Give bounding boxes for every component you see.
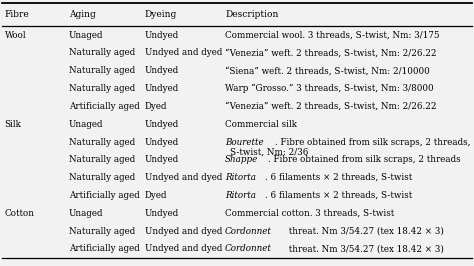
Text: . Fibre obtained from silk scraps, 2 threads,: . Fibre obtained from silk scraps, 2 thr…	[275, 138, 471, 147]
Text: Cordonnet: Cordonnet	[225, 227, 272, 236]
Text: Undyed: Undyed	[145, 66, 179, 75]
Text: Unaged: Unaged	[69, 31, 103, 40]
Text: Ritorta: Ritorta	[225, 191, 256, 200]
Text: Dyed: Dyed	[145, 102, 167, 111]
Text: “Venezia” weft. 2 threads, S-twist, Nm: 2/26.22: “Venezia” weft. 2 threads, S-twist, Nm: …	[225, 102, 437, 111]
Text: Undyed: Undyed	[145, 120, 179, 129]
Text: Naturally aged: Naturally aged	[69, 66, 135, 75]
Text: Silk: Silk	[5, 120, 22, 129]
Text: Naturally aged: Naturally aged	[69, 155, 135, 164]
Text: Shappe: Shappe	[225, 155, 258, 164]
Text: threat. Nm 3/54.27 (tex 18.42 × 3): threat. Nm 3/54.27 (tex 18.42 × 3)	[286, 244, 444, 253]
Text: Commercial wool. 3 threads, S-twist, Nm: 3/175: Commercial wool. 3 threads, S-twist, Nm:…	[225, 31, 440, 40]
Text: Undyed and dyed: Undyed and dyed	[145, 48, 222, 57]
Text: Wool: Wool	[5, 31, 27, 40]
Text: Naturally aged: Naturally aged	[69, 227, 135, 236]
Text: Undyed: Undyed	[145, 138, 179, 147]
Text: Undyed and dyed: Undyed and dyed	[145, 244, 222, 253]
Text: . 6 filaments × 2 threads, S-twist: . 6 filaments × 2 threads, S-twist	[265, 173, 412, 182]
Text: Naturally aged: Naturally aged	[69, 173, 135, 182]
Text: Artificially aged: Artificially aged	[69, 244, 139, 253]
Text: Unaged: Unaged	[69, 120, 103, 129]
Text: Dyed: Dyed	[145, 191, 167, 200]
Text: “Siena” weft. 2 threads, S-twist, Nm: 2/10000: “Siena” weft. 2 threads, S-twist, Nm: 2/…	[225, 66, 430, 75]
Text: Unaged: Unaged	[69, 209, 103, 218]
Text: Cordonnet: Cordonnet	[225, 244, 272, 253]
Text: Undyed: Undyed	[145, 84, 179, 93]
Text: Undyed: Undyed	[145, 31, 179, 40]
Text: Naturally aged: Naturally aged	[69, 138, 135, 147]
Text: Undyed: Undyed	[145, 155, 179, 164]
Text: Commercial silk: Commercial silk	[225, 120, 297, 129]
Text: Aging: Aging	[69, 10, 95, 19]
Text: S-twist, Nm: 2/36: S-twist, Nm: 2/36	[230, 148, 308, 157]
Text: Undyed and dyed: Undyed and dyed	[145, 227, 222, 236]
Text: Artificially aged: Artificially aged	[69, 191, 139, 200]
Text: Naturally aged: Naturally aged	[69, 48, 135, 57]
Text: threat. Nm 3/54.27 (tex 18.42 × 3): threat. Nm 3/54.27 (tex 18.42 × 3)	[286, 227, 444, 236]
Text: Description: Description	[225, 10, 279, 19]
Text: Fibre: Fibre	[5, 10, 29, 19]
Text: . Fibre obtained from silk scraps, 2 threads: . Fibre obtained from silk scraps, 2 thr…	[268, 155, 461, 164]
Text: Naturally aged: Naturally aged	[69, 84, 135, 93]
Text: Artificially aged: Artificially aged	[69, 102, 139, 111]
Text: Warp “Grosso.” 3 threads, S-twist, Nm: 3/8000: Warp “Grosso.” 3 threads, S-twist, Nm: 3…	[225, 84, 434, 93]
Text: Cotton: Cotton	[5, 209, 35, 218]
Text: Commercial cotton. 3 threads, S-twist: Commercial cotton. 3 threads, S-twist	[225, 209, 394, 218]
Text: Dyeing: Dyeing	[145, 10, 177, 19]
Text: “Venezia” weft. 2 threads, S-twist, Nm: 2/26.22: “Venezia” weft. 2 threads, S-twist, Nm: …	[225, 48, 437, 57]
Text: . 6 filaments × 2 threads, S-twist: . 6 filaments × 2 threads, S-twist	[265, 191, 412, 200]
Text: Undyed and dyed: Undyed and dyed	[145, 173, 222, 182]
Text: Bourette: Bourette	[225, 138, 264, 147]
Text: Ritorta: Ritorta	[225, 173, 256, 182]
Text: Undyed: Undyed	[145, 209, 179, 218]
